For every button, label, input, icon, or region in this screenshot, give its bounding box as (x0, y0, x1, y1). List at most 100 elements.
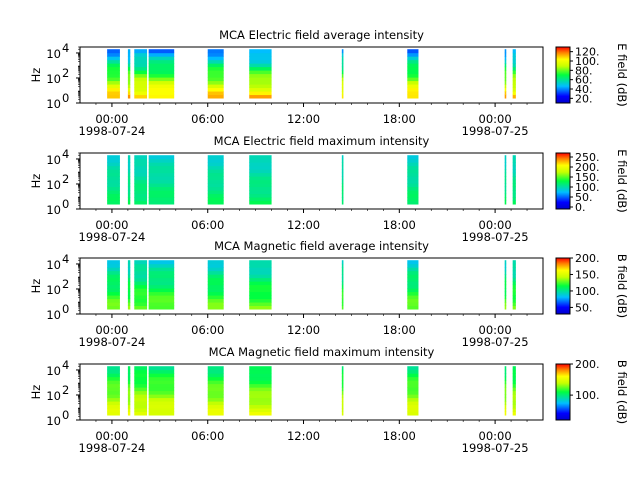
colorbar-tick-label: 50. (575, 191, 593, 204)
spectrogram-cell (504, 284, 507, 289)
spectrogram-cell (249, 291, 272, 296)
spectrogram-cell (207, 59, 224, 64)
spectrogram-cell (134, 366, 148, 371)
spectrogram-cell (127, 179, 131, 184)
spectrogram-cell (512, 366, 516, 371)
spectrogram-cell (512, 70, 516, 75)
spectrogram-cell (134, 376, 148, 381)
spectrogram-cell (148, 193, 175, 198)
spectrogram-cell (207, 179, 224, 184)
spectrogram-cell (148, 376, 175, 381)
spectrogram-cell (341, 183, 344, 188)
spectrogram-cell (512, 59, 516, 64)
spectrogram-cell (341, 277, 344, 282)
spectrogram-cell (127, 284, 131, 289)
spectrogram-cell (107, 56, 120, 61)
spectrogram-cell (107, 73, 120, 78)
colorbar-tick-label: 100. (575, 285, 600, 298)
spectrogram-cell (512, 56, 516, 61)
spectrogram-cell (107, 390, 120, 395)
spectrogram-cell (127, 52, 131, 57)
spectrogram-cell (249, 305, 272, 310)
spectrogram-cell (127, 155, 131, 160)
spectrogram-cell (341, 193, 344, 198)
spectrogram-cell (512, 390, 516, 395)
spectrogram-cell (148, 260, 175, 265)
spectrogram-cell (127, 277, 131, 282)
spectrogram-cell (504, 200, 507, 205)
spectrogram-cell (249, 84, 272, 89)
spectrogram-cell (127, 197, 131, 202)
spectrogram-cell (148, 169, 175, 174)
spectrogram-cell (134, 70, 148, 75)
spectrogram-cell (341, 87, 344, 92)
spectrogram-cell (107, 291, 120, 296)
spectrogram-cell (127, 394, 131, 399)
spectrogram-cell (407, 87, 419, 92)
spectrogram-cell (407, 200, 419, 205)
spectrogram-cell (407, 186, 419, 191)
spectrogram-cell (504, 277, 507, 282)
spectrogram-cell (134, 183, 148, 188)
spectrogram-cell (207, 302, 224, 307)
colorbar-tick-label: 40. (575, 83, 593, 96)
spectrogram-cell (148, 380, 175, 385)
spectrogram-cell (107, 397, 120, 402)
spectrogram-cell (407, 63, 419, 68)
spectrogram-cell (341, 260, 344, 265)
spectrogram-cell (341, 411, 344, 416)
spectrogram-cell (341, 267, 344, 272)
spectrogram-cell (148, 56, 175, 61)
spectrogram-cell (407, 179, 419, 184)
spectrogram-cell (148, 397, 175, 402)
spectrogram-cell (148, 411, 175, 416)
spectrogram-cell (504, 158, 507, 163)
spectrogram-cell (504, 376, 507, 381)
spectrogram-cell (407, 162, 419, 167)
y-tick-exponent: 2 (62, 277, 69, 291)
spectrogram-cell (207, 387, 224, 392)
y-tick-exponent: 2 (62, 383, 69, 397)
spectrogram-cell (249, 77, 272, 82)
spectrogram-cell (107, 260, 120, 265)
spectrogram-cell (512, 284, 516, 289)
x-date-label: 1998-07-24 (79, 230, 146, 244)
spectrogram-cell (127, 408, 131, 413)
spectrogram-cell (512, 66, 516, 71)
spectrogram-cell (148, 162, 175, 167)
spectrogram-cell (512, 376, 516, 381)
spectrogram-cell (207, 84, 224, 89)
spectrogram-cell (207, 408, 224, 413)
spectrogram-cell (512, 401, 516, 406)
spectrogram-cell (134, 158, 148, 163)
colorbar-label: B field (dB) (615, 360, 629, 424)
spectrogram-cell (341, 70, 344, 75)
spectrogram-cell (249, 404, 272, 409)
spectrogram-cell (148, 70, 175, 75)
spectrogram-cell (341, 200, 344, 205)
spectrogram-cell (127, 172, 131, 177)
spectrogram-cell (512, 77, 516, 82)
spectrogram-cell (407, 80, 419, 85)
spectrogram-cell (407, 59, 419, 64)
spectrogram-cell (207, 270, 224, 275)
spectrogram-cell (134, 260, 148, 265)
spectrogram-cell (407, 155, 419, 160)
spectrogram-cell (407, 263, 419, 268)
x-tick-label: 18:00 (383, 323, 416, 337)
spectrogram-cell (512, 277, 516, 282)
spectrogram-cell (249, 200, 272, 205)
spectrogram-cell (127, 63, 131, 68)
spectrogram-cell (134, 267, 148, 272)
spectrogram-cell (207, 70, 224, 75)
spectrogram-cell (134, 369, 148, 374)
spectrogram-cell (127, 401, 131, 406)
spectrogram-cell (341, 401, 344, 406)
spectrogram-cell (341, 162, 344, 167)
spectrogram-cell (207, 284, 224, 289)
spectrogram-cell (148, 66, 175, 71)
spectrogram-cell (107, 411, 120, 416)
